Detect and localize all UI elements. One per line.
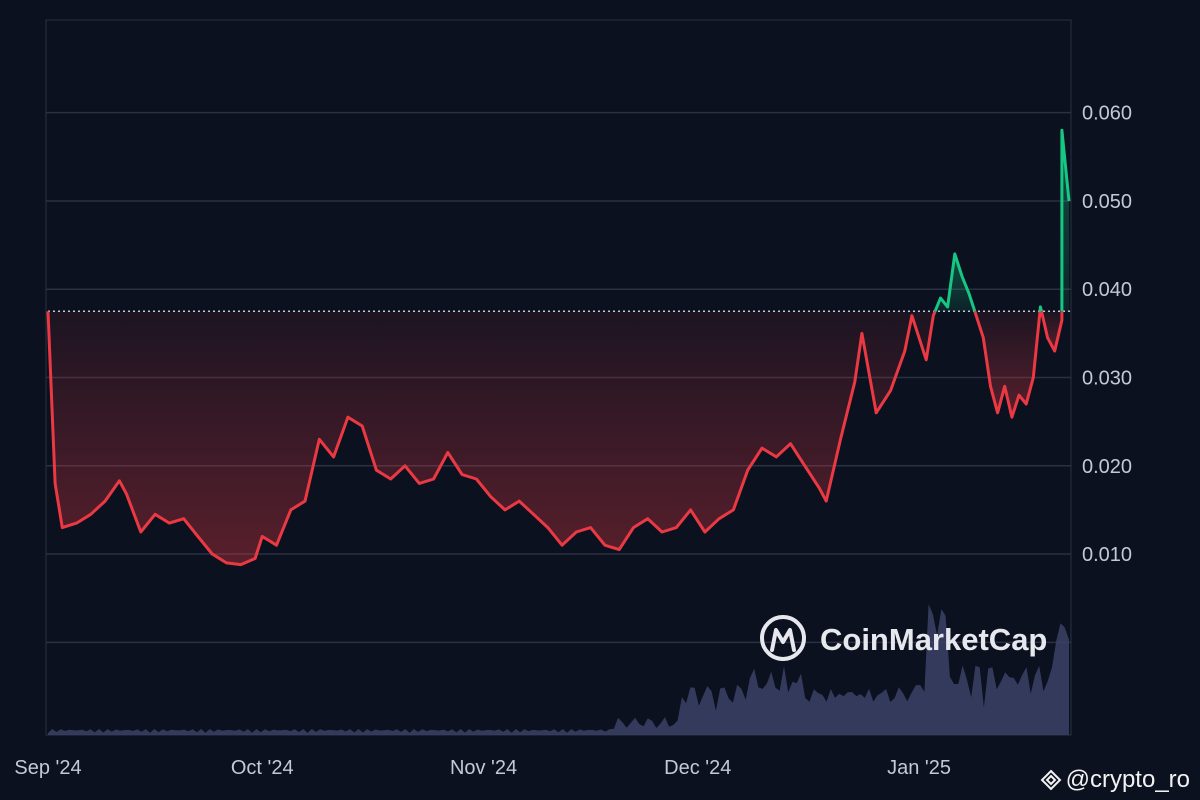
price-line-below-baseline	[1040, 310, 1064, 353]
x-tick-label: Sep '24	[14, 757, 81, 779]
y-tick-label: 0.030	[1082, 368, 1132, 390]
coinmarketcap-watermark: CoinMarketCap	[760, 615, 1047, 661]
price-line-below-baseline	[973, 310, 1042, 419]
volume-area	[48, 604, 1069, 735]
credit-text: @crypto_ro	[1065, 766, 1190, 793]
watermark-text: CoinMarketCap	[820, 622, 1047, 657]
price-line-above-baseline	[1060, 128, 1071, 312]
x-tick-label: Nov '24	[450, 757, 517, 779]
x-axis-ticks: Sep '24 Oct '24 Nov '24 Dec '24 Jan '25	[14, 757, 951, 779]
binance-diamond-icon	[1040, 769, 1062, 791]
x-tick-label: Dec '24	[664, 757, 731, 779]
y-tick-label: 0.050	[1082, 191, 1132, 213]
y-axis-ticks: 0.060 0.050 0.040 0.030 0.020 0.010	[1082, 103, 1132, 566]
coinmarketcap-logo-icon	[760, 615, 806, 661]
price-area-above-baseline	[935, 253, 975, 312]
y-tick-label: 0.040	[1082, 279, 1132, 301]
price-line-above-baseline	[1038, 305, 1043, 312]
price-line-above-baseline	[933, 252, 977, 312]
x-tick-label: Jan '25	[887, 757, 951, 779]
y-tick-label: 0.010	[1082, 544, 1132, 566]
x-tick-label: Oct '24	[231, 757, 294, 779]
price-area-below-baseline	[974, 311, 1040, 418]
y-tick-label: 0.060	[1082, 103, 1132, 125]
price-line-below-baseline	[46, 310, 937, 567]
y-tick-label: 0.020	[1082, 456, 1132, 478]
volume-bars	[48, 604, 1069, 735]
credit-badge: @crypto_ro	[1040, 766, 1190, 794]
price-area-above-baseline	[1061, 130, 1069, 312]
price-area-below-baseline	[48, 311, 936, 565]
